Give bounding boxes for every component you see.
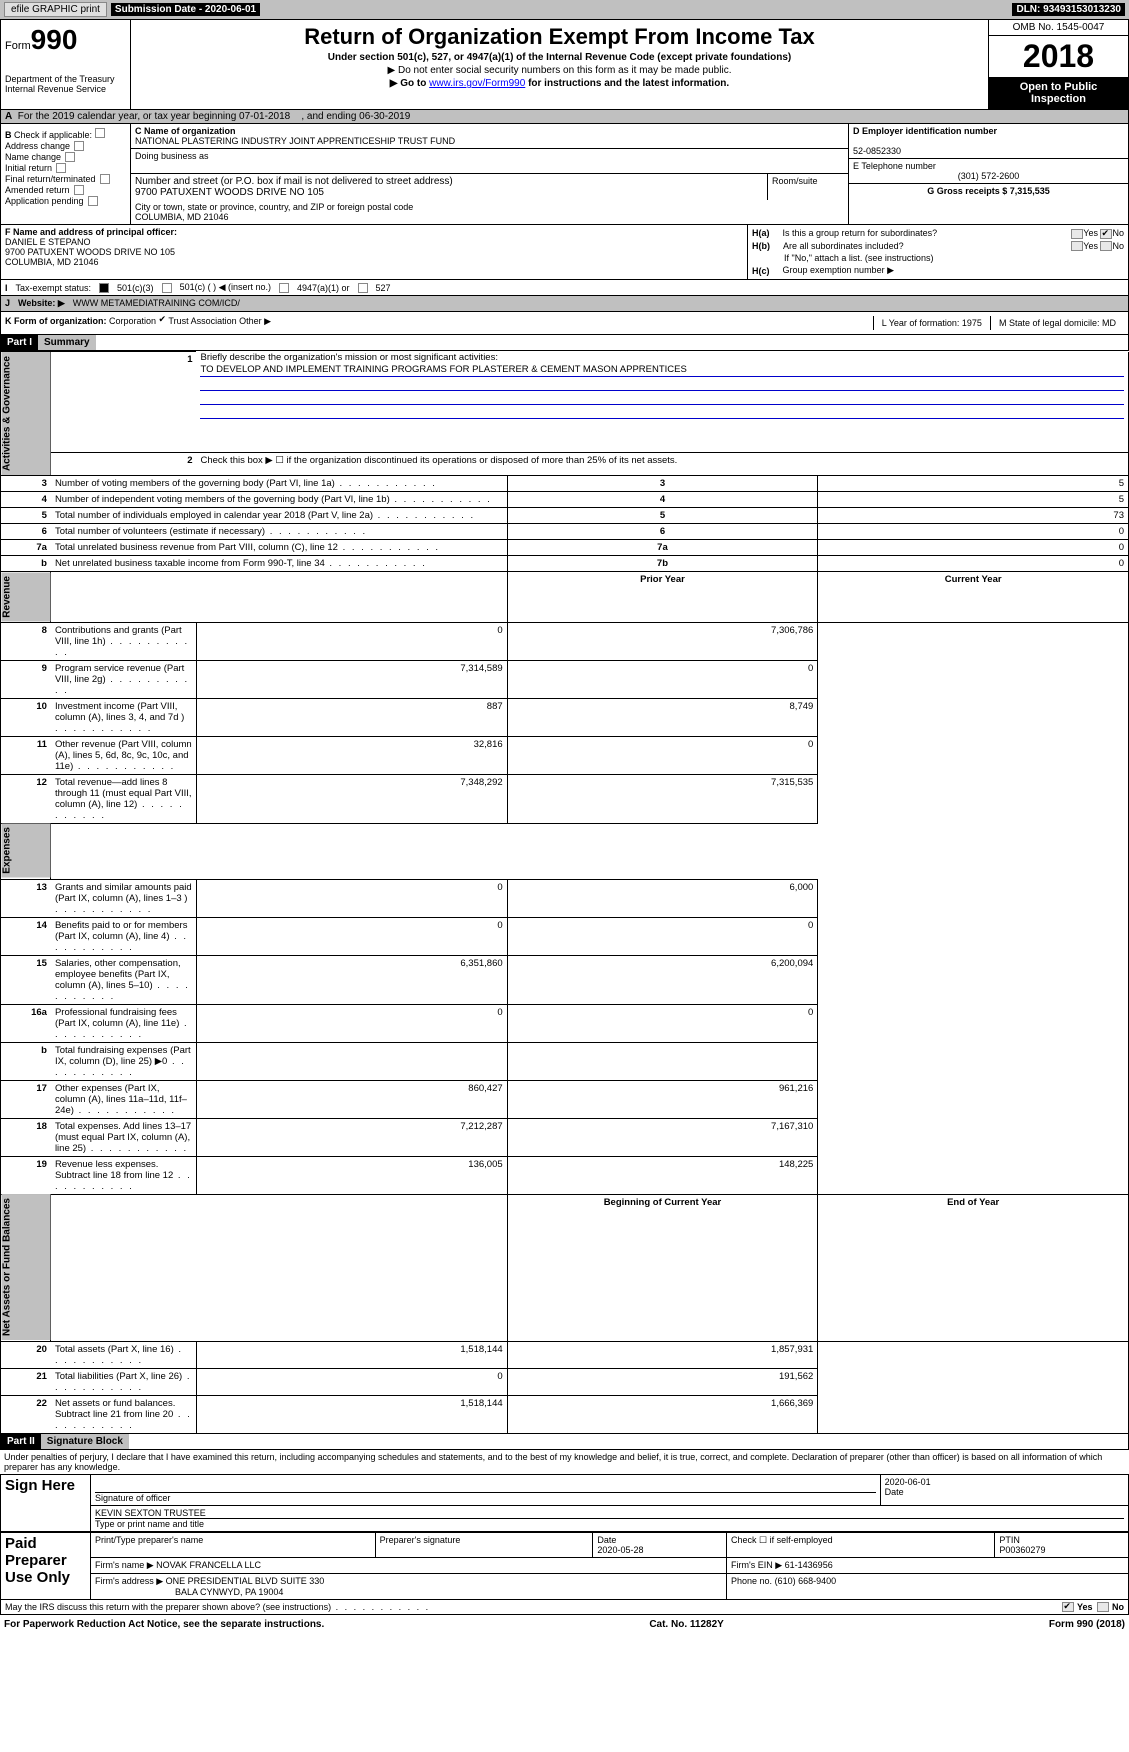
tax-status-row: ITax-exempt status: 501(c)(3) 501(c) ( )… (0, 280, 1129, 296)
page-footer: For Paperwork Reduction Act Notice, see … (0, 1615, 1129, 1634)
summary-table: Activities & Governance 1 Briefly descri… (0, 351, 1129, 1433)
k-checkbox[interactable] (159, 314, 167, 324)
checkbox[interactable] (100, 174, 110, 184)
sign-here-label: Sign Here (1, 1474, 91, 1531)
omb-number: OMB No. 1545-0047 (989, 20, 1128, 36)
ssn-note: ▶ Do not enter social security numbers o… (135, 65, 984, 76)
goto-note: ▶ Go to www.irs.gov/Form990 for instruct… (135, 78, 984, 89)
discuss-no-box[interactable] (1097, 1602, 1109, 1612)
open-inspection: Open to Public Inspection (989, 77, 1128, 109)
vtab-expenses: Expenses (1, 823, 51, 879)
submission-date: Submission Date - 2020-06-01 (111, 3, 260, 16)
ein-value: 52-0852330 (853, 146, 901, 156)
501c3-checkbox[interactable] (99, 283, 109, 293)
discuss-row: May the IRS discuss this return with the… (0, 1600, 1129, 1615)
discuss-yes-box[interactable] (1062, 1602, 1074, 1612)
room-suite: Room/suite (768, 174, 848, 200)
vtab-netassets: Net Assets or Fund Balances (1, 1194, 51, 1341)
4947-checkbox[interactable] (279, 283, 289, 293)
checkbox[interactable] (65, 152, 75, 162)
mission-text: TO DEVELOP AND IMPLEMENT TRAINING PROGRA… (200, 363, 1124, 377)
org-name: NATIONAL PLASTERING INDUSTRY JOINT APPRE… (135, 136, 455, 146)
checkbox[interactable] (88, 196, 98, 206)
form-title: Return of Organization Exempt From Incom… (135, 24, 984, 50)
hb-yes-box[interactable] (1071, 241, 1083, 251)
dept-label: Department of the TreasuryInternal Reven… (5, 74, 126, 94)
website-value: WWW METAMEDIATRAINING COM/ICD/ (73, 298, 240, 309)
perjury-text: Under penalties of perjury, I declare th… (0, 1450, 1129, 1474)
checkbox[interactable] (56, 163, 66, 173)
vtab-revenue: Revenue (1, 572, 51, 623)
info-block: B Check if applicable: Address changeNam… (0, 124, 1129, 225)
hb-no-box[interactable] (1100, 241, 1112, 251)
form-subtitle: Under section 501(c), 527, or 4947(a)(1)… (135, 52, 984, 63)
officer-h-row: F Name and address of principal officer:… (0, 225, 1129, 280)
527-checkbox[interactable] (358, 283, 368, 293)
form-number: Form990 (5, 24, 126, 56)
org-address: 9700 PATUXENT WOODS DRIVE NO 105 (135, 187, 324, 198)
vtab-governance: Activities & Governance (1, 352, 51, 476)
k-form-org-row: K Form of organization: Corporation Trus… (0, 312, 1129, 335)
ha-yes-box[interactable] (1071, 229, 1083, 239)
checkbox[interactable] (74, 141, 84, 151)
form-header: Form990 Department of the TreasuryIntern… (0, 19, 1129, 110)
irs-link[interactable]: www.irs.gov/Form990 (429, 78, 525, 89)
part2-header: Part IISignature Block (0, 1434, 1129, 1450)
gross-receipts: G Gross receipts $ 7,315,535 (927, 186, 1050, 196)
row-a: A For the 2019 calendar year, or tax yea… (0, 110, 1129, 124)
org-city: COLUMBIA, MD 21046 (135, 212, 229, 222)
checkbox[interactable] (74, 185, 84, 195)
signer-name: KEVIN SEXTON TRUSTEE (95, 1508, 206, 1518)
ptin-value: P00360279 (999, 1545, 1045, 1555)
checkbox[interactable] (95, 128, 105, 138)
website-row: JWebsite: ▶WWW METAMEDIATRAINING COM/ICD… (0, 296, 1129, 312)
firm-name: NOVAK FRANCELLA LLC (156, 1560, 261, 1570)
preparer-table: Paid Preparer Use Only Print/Type prepar… (0, 1532, 1129, 1600)
sign-here-table: Sign Here Signature of officer 2020-06-0… (0, 1474, 1129, 1532)
phone-value: (301) 572-2600 (853, 171, 1124, 181)
top-toolbar: efile GRAPHIC print Submission Date - 20… (0, 0, 1129, 19)
col-b-checkboxes: B Check if applicable: Address changeNam… (1, 124, 131, 224)
ha-no-box[interactable] (1100, 229, 1112, 239)
efile-button[interactable]: efile GRAPHIC print (4, 2, 107, 17)
state-domicile: M State of legal domicile: MD (990, 316, 1124, 330)
col-d-ein: D Employer identification number52-08523… (848, 124, 1128, 224)
501c-checkbox[interactable] (162, 283, 172, 293)
dln-label: DLN: 93493153013230 (1012, 3, 1125, 16)
officer-name: DANIEL E STEPANO (5, 237, 91, 247)
year-formation: L Year of formation: 1975 (873, 316, 990, 330)
part1-header: Part ISummary (0, 335, 1129, 351)
tax-year: 2018 (989, 36, 1128, 77)
paid-preparer-label: Paid Preparer Use Only (1, 1532, 91, 1599)
col-c-org-info: C Name of organizationNATIONAL PLASTERIN… (131, 124, 848, 224)
